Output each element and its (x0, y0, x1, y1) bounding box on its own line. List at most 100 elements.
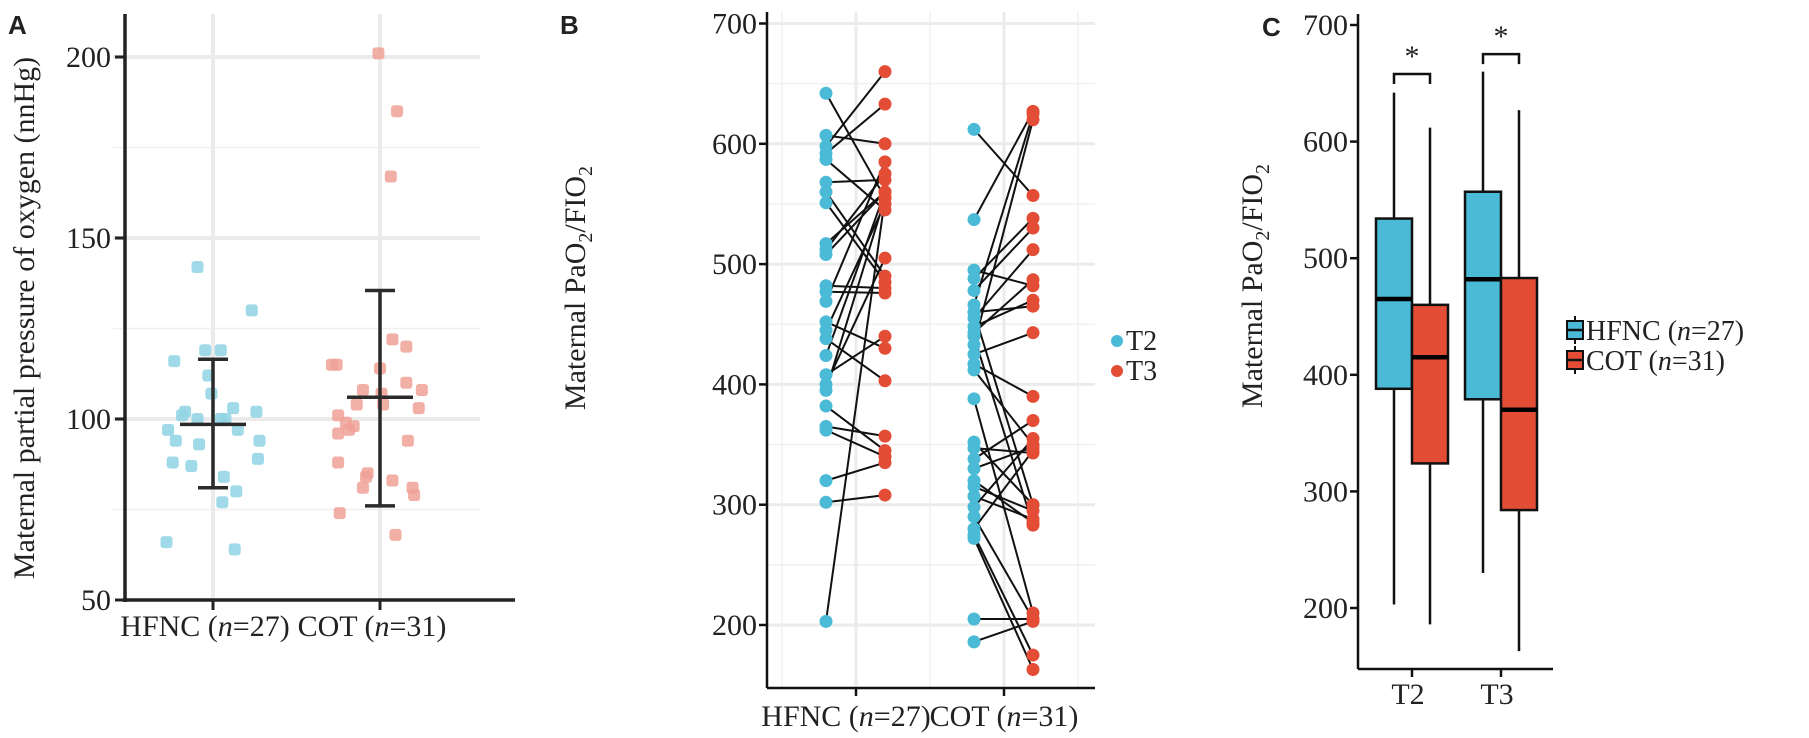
t3-point (1026, 389, 1040, 403)
cot-point (332, 456, 345, 469)
pair-line (825, 425, 886, 438)
x-tick-label: COT (n=31) (930, 700, 1079, 733)
t2-point (967, 305, 981, 319)
t2-point (967, 510, 981, 524)
t3-point (878, 374, 892, 388)
panel-label-c: C (1262, 12, 1281, 42)
panel-b-ylabel-sub1: 2 (575, 233, 597, 243)
panel-a-y-ticks: 50 100 150 200 (66, 41, 125, 617)
t3-point (1026, 243, 1040, 257)
t2-point (967, 612, 981, 626)
pair-line (825, 429, 886, 458)
t3-point (1026, 211, 1040, 225)
pair-line (973, 311, 1034, 505)
t2-point (819, 474, 833, 488)
panel-a-x-ticks: HFNC (n=27) COT (n=31) (120, 600, 446, 643)
t3-point (878, 329, 892, 343)
x-tick-label-part: COT ( (930, 700, 1007, 733)
pair-line (973, 227, 1034, 292)
panel-a-points (160, 47, 428, 556)
panel-b-x-ticks: HFNC (n=27)COT (n=31) (761, 688, 1078, 733)
significance-bracket (1392, 72, 1432, 84)
pair-line (825, 191, 886, 245)
significance-star: * (1494, 20, 1509, 53)
t2-point (967, 213, 981, 227)
pair-line (973, 113, 1034, 306)
cot-point (356, 481, 369, 494)
t3-point (1026, 413, 1040, 427)
x-tick-label: COT (n=31) (298, 610, 447, 643)
cot-point (343, 423, 355, 436)
t3-point (878, 251, 892, 265)
t2-point (967, 462, 981, 476)
hfnc-point (214, 344, 227, 357)
y-tick-label: 500 (712, 248, 757, 281)
panel-label-a: A (8, 10, 27, 40)
hfnc-point (228, 543, 241, 556)
y-tick-label: 300 (1303, 475, 1348, 508)
t2-point (967, 347, 981, 361)
legend-label-hfnc: HFNC (n=27) (1586, 316, 1744, 347)
cot-point (415, 384, 428, 397)
hfnc-point (199, 344, 212, 357)
panel-c-ylabel-sub1: 2 (1252, 231, 1274, 241)
cot-point (386, 474, 399, 487)
cot-point (400, 340, 413, 353)
t3-point (1026, 648, 1040, 662)
pair-line (973, 299, 1034, 328)
x-tick-label-part: =31) (1022, 700, 1079, 733)
y-tick-label: 200 (1303, 592, 1348, 625)
legend-label-part: n (1677, 316, 1691, 347)
hfnc-point (219, 413, 232, 425)
pair-line (825, 461, 886, 482)
hfnc-point (193, 438, 206, 451)
legend-label-part: n (1658, 346, 1672, 377)
t3-point (878, 137, 892, 151)
x-tick-label-part: n (375, 610, 390, 643)
y-tick-label: 600 (1303, 126, 1348, 159)
y-tick-label: 200 (66, 41, 111, 74)
x-tick-label: T3 (1480, 678, 1513, 711)
pair-line (973, 335, 1034, 526)
t2-point (819, 294, 833, 308)
pair-line (825, 337, 886, 382)
pair-line (825, 494, 886, 504)
t2-point (819, 495, 833, 509)
pair-line (825, 161, 886, 302)
t2-point (819, 175, 833, 189)
t2-point (819, 383, 833, 397)
panel-c-ylabel-mid: /FIO (1236, 174, 1269, 231)
t3-point (878, 341, 892, 355)
t3-point (878, 65, 892, 79)
cot-point (384, 170, 397, 183)
hfnc-point (253, 434, 266, 447)
legend-label-part: COT ( (1586, 346, 1658, 377)
t2-point (967, 441, 981, 455)
panel-b-ylabel-main: Maternal PaO (559, 243, 592, 410)
hfnc-point (191, 260, 204, 273)
hfnc-box-t2 (1374, 217, 1414, 391)
panel-c-annotations: ** (1392, 20, 1521, 84)
panel-c-x-ticks: T2 T3 (1391, 669, 1514, 711)
t2-point (967, 489, 981, 503)
y-tick-label: 100 (66, 403, 111, 436)
pair-line (973, 398, 1034, 614)
x-tick-label-part: HFNC ( (120, 610, 218, 643)
cot-point (401, 434, 414, 447)
t3-point (1026, 221, 1040, 235)
pair-line (973, 110, 1034, 221)
hfnc-point (166, 456, 179, 469)
x-tick-label-part: n (218, 610, 233, 643)
hfnc-point (230, 485, 243, 498)
hfnc-point (160, 536, 173, 549)
hfnc-point (251, 452, 264, 465)
cot-point (360, 470, 373, 483)
cot-point (389, 528, 402, 541)
pair-line (825, 178, 886, 184)
legend-label-cot: COT (n=31) (1586, 346, 1725, 377)
x-tick-label-part: =27) (874, 700, 931, 733)
cot-point (356, 384, 369, 397)
pair-line (825, 257, 886, 385)
